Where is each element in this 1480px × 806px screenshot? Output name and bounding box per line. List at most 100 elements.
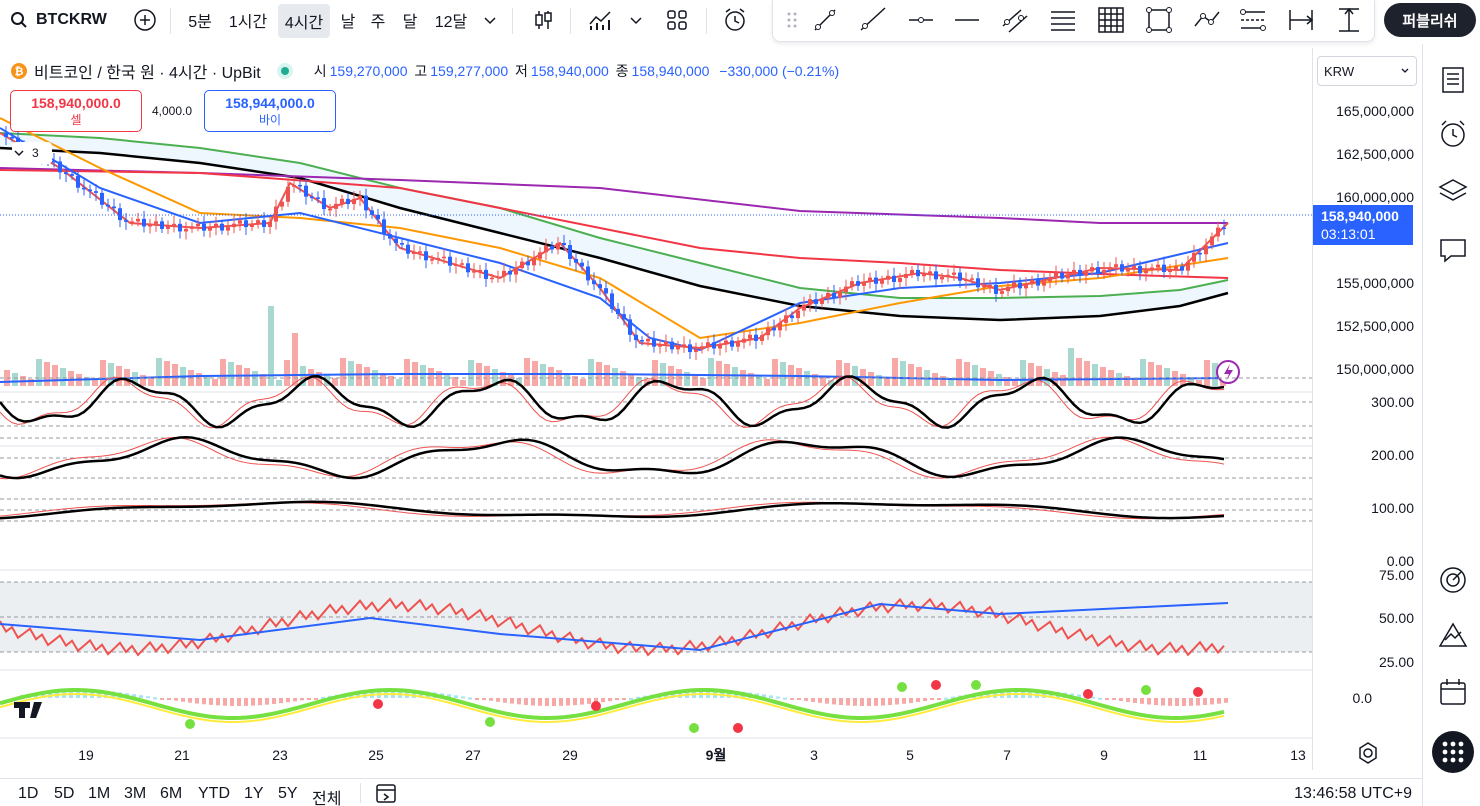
indicators-button[interactable] [584, 0, 618, 40]
drag-handle-icon[interactable] [777, 4, 809, 36]
market-status-icon[interactable] [275, 61, 295, 81]
macd-histogram-bar [517, 698, 521, 705]
ideas-icon[interactable] [1437, 620, 1469, 652]
buy-button[interactable]: 158,944,000.0 바이 [204, 90, 336, 132]
candle-body [154, 221, 158, 224]
interval-1h[interactable]: 1시간 [228, 14, 268, 31]
macd-histogram-bar [48, 691, 52, 698]
forecast-icon[interactable] [1237, 4, 1269, 36]
interval-month[interactable]: 달 [402, 14, 418, 31]
go-to-date-icon[interactable] [374, 781, 400, 805]
volume-bar [1044, 369, 1050, 386]
indicators-dropdown[interactable] [624, 0, 648, 40]
macd-histogram-bar [468, 697, 472, 700]
trend-line-icon[interactable] [809, 4, 841, 36]
macd-cross-dot [897, 682, 907, 692]
chat-icon[interactable] [1437, 234, 1469, 266]
range-all[interactable]: 전체 [312, 791, 342, 806]
horizontal-line-icon[interactable] [951, 4, 983, 36]
price-range-icon[interactable] [1333, 4, 1365, 36]
range-1y[interactable]: 1Y [244, 785, 264, 802]
interval-week[interactable]: 주 [370, 14, 386, 31]
interval-12month[interactable]: 12달 [434, 14, 468, 31]
symbol-title[interactable]: 비트코인 / 한국 원 · 4시간 · UpBit [34, 65, 261, 82]
candle-body [196, 223, 200, 227]
lightning-icon [1224, 364, 1233, 381]
volume-bar [836, 360, 842, 386]
chart-type-button[interactable] [526, 0, 560, 40]
alarm-clock-icon[interactable] [1437, 118, 1469, 150]
volume-bar [700, 378, 706, 386]
chart-area[interactable]: 19 21 23 25 27 29 9월 3 5 7 9 11 13 ₿ 비트코인 / 한국 원 · 4… [0, 48, 1312, 770]
candle-body [1156, 264, 1160, 268]
candle-body [184, 228, 188, 232]
interval-4h[interactable]: 4시간 [278, 4, 330, 38]
range-ytd[interactable]: YTD [198, 785, 230, 802]
candle-body [1174, 266, 1178, 270]
candle-body [832, 292, 836, 298]
macd-histogram-bar [1196, 698, 1200, 706]
candle-body [940, 277, 944, 280]
price-label: 152,500,000 [1336, 318, 1414, 334]
candle-body [1078, 269, 1082, 276]
indicator-collapse-toggle[interactable]: 3 [12, 142, 52, 164]
price-axis[interactable]: KRW 165,000,000 162,500,000 160,000,000 … [1312, 48, 1422, 770]
interval-5m[interactable]: 5분 [188, 14, 212, 31]
volume-bar [852, 366, 858, 386]
interval-dropdown[interactable] [478, 0, 502, 40]
interval-day[interactable]: 날 [340, 14, 356, 31]
chart-canvas[interactable]: 19 21 23 25 27 29 9월 3 5 7 9 11 13 [0, 48, 1312, 770]
fib-retracement-icon[interactable] [1047, 4, 1079, 36]
candle-body [466, 263, 470, 273]
volume-bar [636, 377, 642, 386]
path-icon[interactable] [1191, 4, 1223, 36]
calendar-icon[interactable] [1437, 676, 1469, 708]
apps-menu-icon[interactable] [1431, 730, 1475, 774]
symbol-search[interactable]: BTCKRW [10, 0, 160, 40]
range-1d[interactable]: 1D [18, 785, 39, 802]
candle-body [106, 204, 110, 207]
range-3m[interactable]: 3M [124, 785, 147, 802]
macd-histogram-bar [846, 698, 850, 706]
alarm-clock-icon [725, 8, 745, 31]
candle-body [922, 273, 926, 277]
ray-icon[interactable] [857, 4, 889, 36]
volume-bar [452, 377, 458, 386]
watchlist-icon[interactable] [1437, 64, 1469, 96]
clock[interactable]: 13:46:58 UTC+9 [1294, 785, 1412, 802]
gann-grid-icon[interactable] [1095, 4, 1127, 36]
volume-bar [556, 370, 562, 386]
parallel-channel-icon[interactable] [999, 4, 1031, 36]
currency-select[interactable]: KRW [1317, 56, 1417, 86]
volume-bar [844, 363, 850, 386]
price-label: 165,000,000 [1336, 103, 1414, 119]
macd-histogram-bar [300, 698, 304, 701]
range-1m[interactable]: 1M [88, 785, 111, 802]
volume-bar [1020, 360, 1026, 386]
candle-body [334, 203, 338, 209]
candle-body [760, 335, 764, 341]
candle-body [502, 270, 506, 277]
macd-histogram-bar [636, 696, 640, 699]
publish-button[interactable]: 퍼블리쉬 [1384, 3, 1476, 37]
range-6m[interactable]: 6M [160, 785, 183, 802]
candle-body [1096, 267, 1100, 274]
layouts-button[interactable] [660, 0, 694, 40]
layers-icon[interactable] [1437, 176, 1469, 208]
date-range-icon[interactable] [1285, 4, 1317, 36]
volume-bar [948, 379, 954, 386]
range-5d[interactable]: 5D [54, 785, 75, 802]
candle-body [490, 277, 494, 280]
horizontal-ray-icon[interactable] [905, 4, 937, 36]
candle-body [1060, 272, 1064, 279]
target-icon[interactable] [1437, 564, 1469, 596]
candle-body [238, 220, 242, 224]
alert-button[interactable] [718, 0, 752, 40]
range-5y[interactable]: 5Y [278, 785, 298, 802]
rectangle-icon[interactable] [1143, 4, 1175, 36]
sell-button[interactable]: 158,940,000.0 셀 [10, 90, 142, 132]
compare-symbol-button[interactable] [130, 0, 160, 40]
volume-bar [44, 362, 50, 386]
settings-icon[interactable] [1355, 740, 1381, 766]
volume-bar [212, 379, 218, 386]
